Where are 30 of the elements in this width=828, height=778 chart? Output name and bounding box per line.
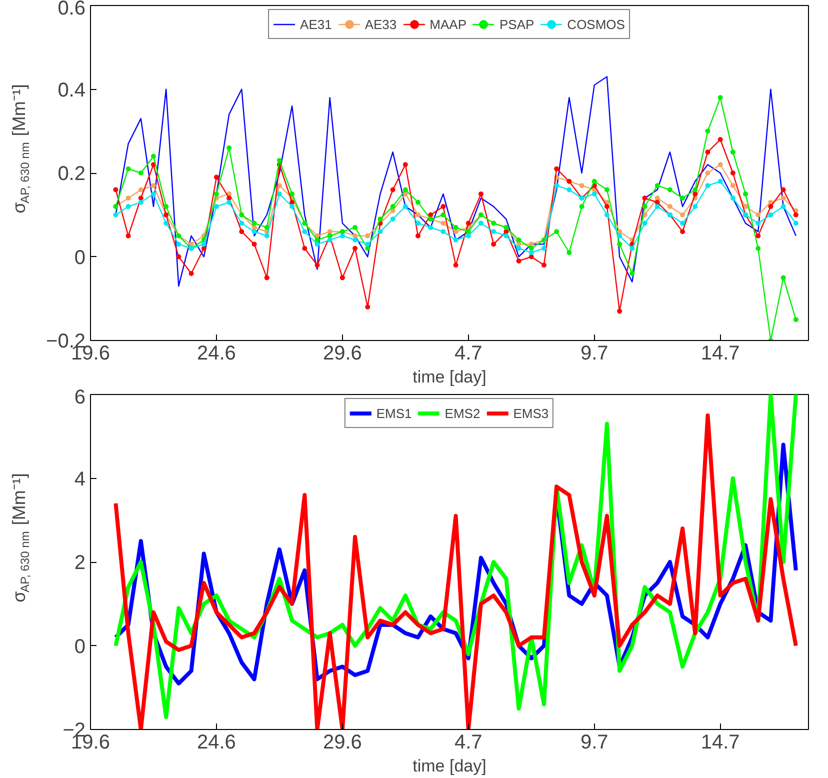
x-tick-label: 4.7 [454,732,482,754]
legend-label: AE33 [364,16,397,32]
y-axis-title: σAP, 630 nm[Mm⁻¹] [9,84,32,214]
y-tick-label: 4 [74,468,86,490]
y-tick-label: 0 [74,246,86,269]
legend-label: AE31 [300,16,332,32]
x-tick-label: 29.6 [322,342,362,364]
x-tick-label: 24.6 [197,342,236,364]
legend-label: EMS3 [513,406,549,420]
x-tick-label: 9.7 [580,342,608,364]
y-tick-label: 0.6 [58,0,86,20]
x-tick-label: 29.6 [322,732,362,754]
y-tick-label: 0.4 [58,79,86,102]
x-tick-label: 24.6 [197,732,236,754]
x-tick-label: 14.7 [700,732,740,754]
y-tick-label: 2 [74,552,86,574]
x-tick-label: 9.7 [580,732,608,754]
x-tick-label: 4.7 [454,342,482,364]
legend-label: EMS2 [444,406,480,420]
legend-label: EMS1 [376,406,412,420]
x-axis-title: time [day] [412,756,486,776]
y-tick-label: 0 [74,636,86,658]
y-tick-label: 0.2 [58,163,86,185]
x-tick-label: 14.7 [700,342,740,364]
legend-label: COSMOS [567,16,625,32]
y-axis-title: σAP, 630 nm[Mm⁻¹] [9,473,32,602]
legend-label: PSAP [499,16,534,32]
x-axis-title: time [day] [412,368,486,386]
legend-label: MAAP [430,16,466,32]
y-tick-label: 6 [74,386,86,408]
